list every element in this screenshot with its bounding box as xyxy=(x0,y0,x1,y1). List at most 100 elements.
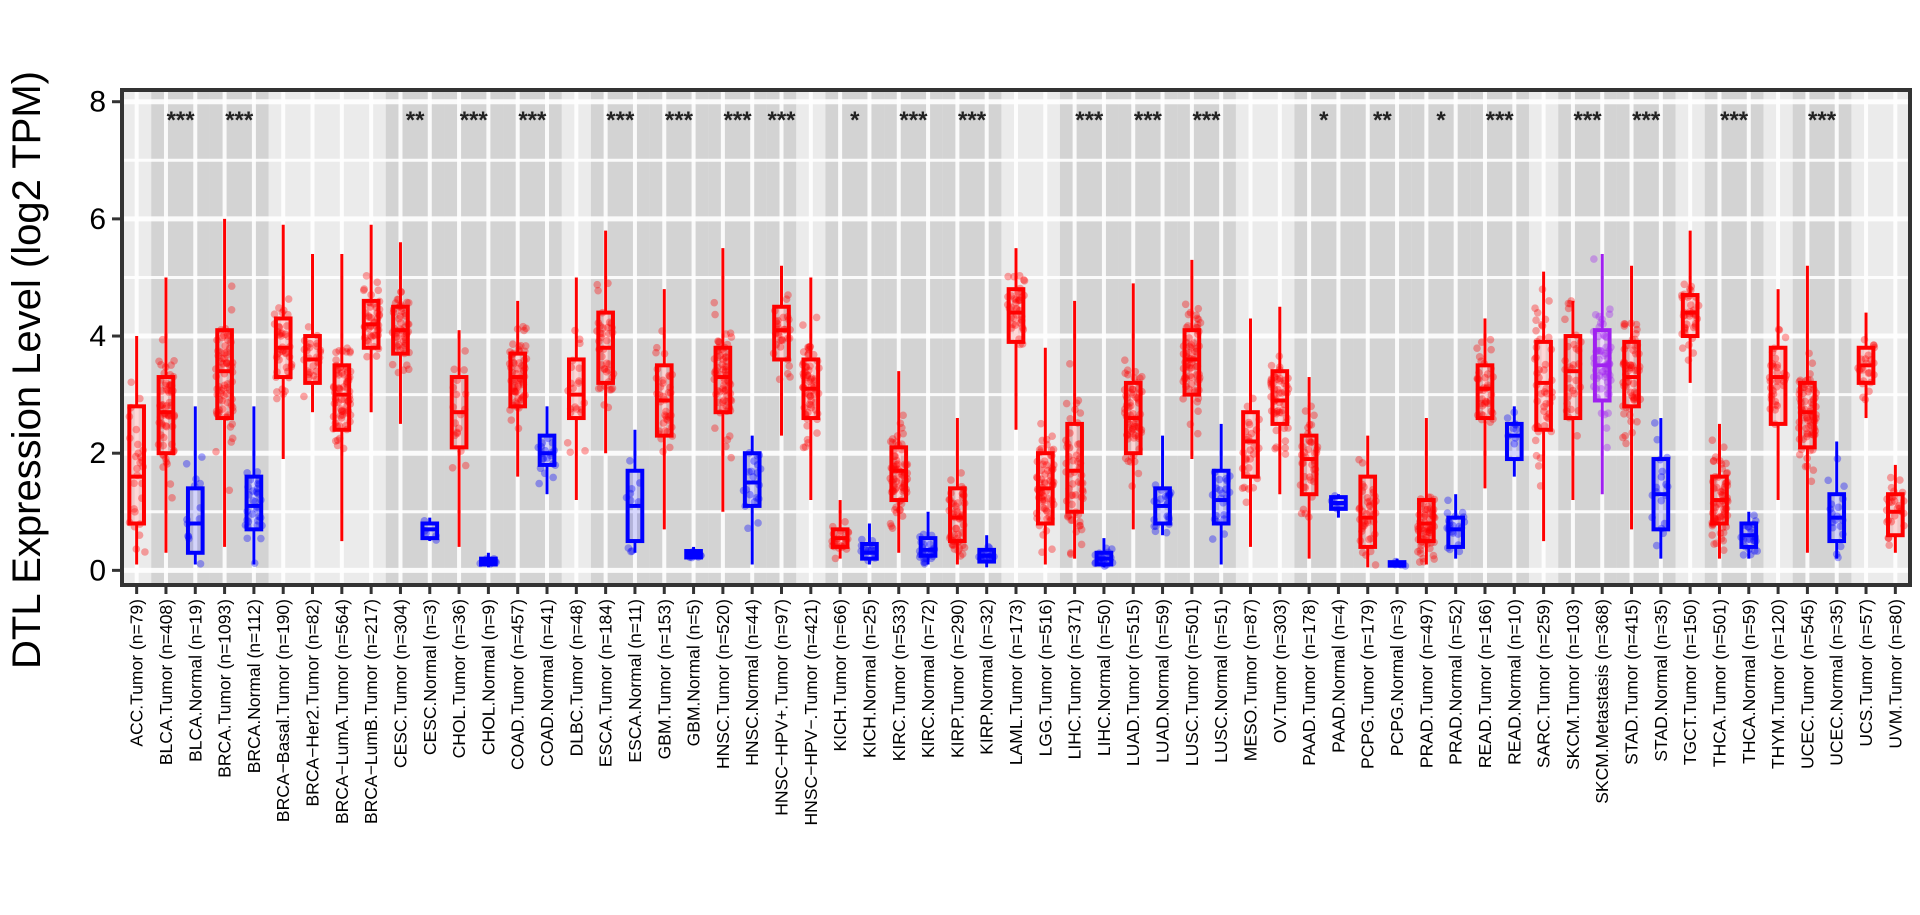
x-tick-label: BRCA−LumB.Tumor (n=217) xyxy=(361,599,381,824)
data-point xyxy=(403,361,411,369)
data-point xyxy=(1187,364,1195,372)
data-point xyxy=(1077,525,1086,534)
boxes xyxy=(127,218,1905,568)
data-point xyxy=(1186,361,1194,370)
data-point xyxy=(1545,297,1553,305)
data-point xyxy=(1366,508,1374,517)
x-tick-label: SKCM.Metastasis (n=368) xyxy=(1592,599,1612,804)
data-point xyxy=(159,441,168,450)
data-point xyxy=(1657,473,1666,481)
data-point xyxy=(1076,518,1084,526)
box-20 xyxy=(713,248,733,512)
data-point xyxy=(720,349,729,357)
data-point xyxy=(1657,496,1666,505)
data-point xyxy=(714,337,722,345)
data-point xyxy=(786,373,794,381)
data-point xyxy=(512,387,521,396)
data-point xyxy=(1072,451,1081,460)
data-point xyxy=(659,376,667,385)
data-point xyxy=(1414,547,1422,556)
data-point xyxy=(1803,432,1811,441)
data-point xyxy=(1746,535,1754,544)
data-point xyxy=(513,365,522,373)
data-point xyxy=(1567,405,1575,414)
data-point xyxy=(1307,438,1316,446)
data-point xyxy=(957,469,965,477)
data-point xyxy=(1365,501,1374,509)
data-point xyxy=(1599,331,1608,339)
data-point xyxy=(397,319,405,327)
data-point xyxy=(335,371,343,379)
data-point xyxy=(891,485,900,493)
data-point xyxy=(225,486,234,495)
data-point xyxy=(1297,509,1306,518)
data-point xyxy=(892,461,901,469)
data-point xyxy=(453,428,462,437)
data-point xyxy=(453,429,462,438)
data-point xyxy=(1619,433,1627,442)
data-point xyxy=(1896,476,1904,484)
data-point xyxy=(1419,533,1427,541)
data-point xyxy=(1038,495,1047,504)
data-point xyxy=(1281,450,1290,458)
data-point xyxy=(1807,477,1816,486)
data-point xyxy=(887,522,896,530)
x-tick-label: PRAD.Tumor (n=497) xyxy=(1416,599,1436,768)
data-point xyxy=(600,365,609,374)
data-point xyxy=(714,337,723,346)
data-point xyxy=(1121,356,1129,364)
data-point xyxy=(227,282,236,290)
data-point xyxy=(1429,551,1438,560)
significance-label-18: *** xyxy=(1486,107,1515,134)
data-point xyxy=(159,433,168,442)
data-point xyxy=(1861,355,1870,363)
data-point xyxy=(521,342,530,350)
data-point xyxy=(1129,390,1138,399)
data-point xyxy=(223,383,232,392)
x-tick-label: HNSC.Tumor (n=520) xyxy=(713,599,733,769)
data-point xyxy=(196,560,205,568)
data-point xyxy=(1281,437,1290,445)
box-iqr xyxy=(1534,339,1553,432)
box-42 xyxy=(1358,435,1378,568)
data-point xyxy=(1188,373,1196,382)
data-point xyxy=(1076,521,1085,530)
data-point xyxy=(162,385,171,394)
data-point xyxy=(1068,500,1076,509)
data-point xyxy=(226,423,235,431)
data-point xyxy=(336,411,345,420)
data-point xyxy=(1299,505,1308,514)
data-point xyxy=(1716,512,1724,521)
data-point xyxy=(1179,395,1187,403)
data-point xyxy=(1366,497,1374,506)
data-point xyxy=(1043,494,1052,503)
data-point xyxy=(953,508,961,516)
data-point xyxy=(1301,407,1310,415)
data-point xyxy=(833,538,841,547)
data-point xyxy=(581,447,589,455)
data-point xyxy=(163,402,171,410)
data-point xyxy=(1074,440,1082,449)
x-tick-label: STAD.Tumor (n=415) xyxy=(1622,599,1642,765)
box-58 xyxy=(1827,441,1847,559)
box-7 xyxy=(332,254,352,542)
data-point xyxy=(275,304,283,312)
data-point xyxy=(198,453,206,461)
data-point xyxy=(1455,547,1464,556)
box-iqr xyxy=(215,328,234,421)
data-point xyxy=(723,436,732,444)
box-19 xyxy=(684,546,703,560)
data-point xyxy=(1077,540,1086,549)
data-point xyxy=(725,432,734,440)
data-point xyxy=(719,398,727,406)
data-point xyxy=(1739,551,1748,559)
data-point xyxy=(1772,383,1781,391)
data-point xyxy=(1632,320,1641,329)
data-point xyxy=(1194,304,1203,313)
data-point xyxy=(1540,407,1548,416)
data-point xyxy=(1361,519,1369,528)
data-point xyxy=(776,336,785,345)
data-point xyxy=(1284,424,1292,432)
significance-label-14: *** xyxy=(1193,107,1222,134)
significance-label-3: *** xyxy=(460,107,489,134)
